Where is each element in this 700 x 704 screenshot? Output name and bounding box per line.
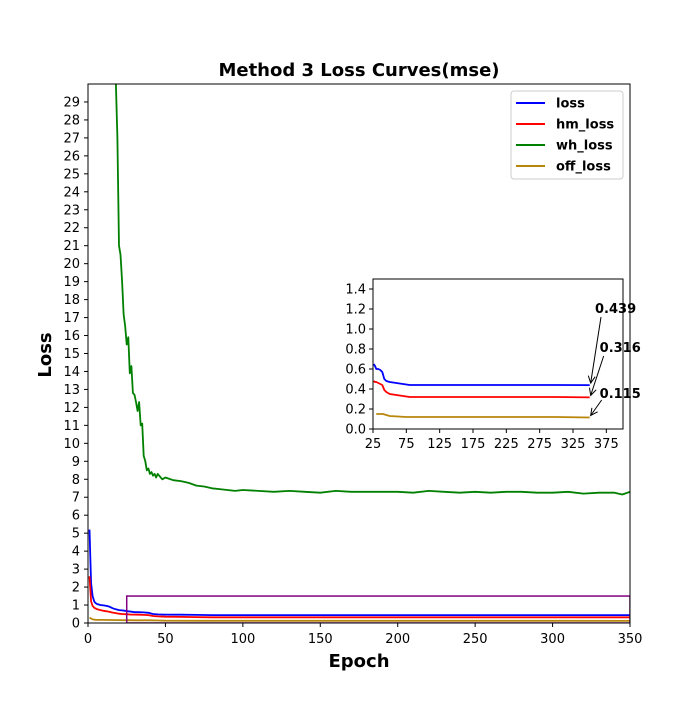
inset-x-tick-label: 375 xyxy=(594,437,619,452)
y-tick-label: 11 xyxy=(63,419,80,434)
y-tick-label: 17 xyxy=(63,311,80,326)
annotation-label: 0.316 xyxy=(600,341,641,356)
annotation-arrowhead xyxy=(590,407,598,417)
legend-label-loss: loss xyxy=(556,97,585,112)
y-tick-label: 4 xyxy=(72,545,80,560)
y-axis-title: Loss xyxy=(35,332,56,377)
inset-y-tick-label: 1.2 xyxy=(345,303,366,318)
x-tick-label: 50 xyxy=(157,632,174,647)
inset-y-tick-label: 0.6 xyxy=(345,363,366,378)
x-tick-label: 250 xyxy=(463,632,488,647)
y-tick-label: 13 xyxy=(63,383,80,398)
annotation-arrow-line xyxy=(590,399,603,416)
y-tick-label: 1 xyxy=(72,599,80,614)
x-axis-title: Epoch xyxy=(328,651,389,672)
inset-x-tick-label: 75 xyxy=(398,437,415,452)
y-tick-label: 6 xyxy=(72,509,80,524)
inset-background xyxy=(373,279,623,429)
inset-axes-frame xyxy=(372,278,624,430)
annotation-arrowhead xyxy=(587,375,596,385)
series-line-loss xyxy=(88,529,630,616)
annotation-label: 0.439 xyxy=(595,302,636,317)
y-tick-label: 23 xyxy=(63,203,80,218)
inset-plot: 25 75 125 175 225 275 325 375 0.0 0.2 0.4 0.6 0.8 1.0… xyxy=(345,278,641,453)
annotation-arrow-line xyxy=(590,355,605,396)
series-line-wh-loss xyxy=(115,84,630,496)
inset-x-tick-label: 125 xyxy=(427,437,452,452)
x-tick-label: 0 xyxy=(84,632,92,647)
chart-title: Method 3 Loss Curves(mse) xyxy=(218,60,499,81)
annotation-arrow-line xyxy=(590,316,602,384)
legend-items: loss hm_loss wh_loss off_loss xyxy=(516,97,614,175)
y-tick-label: 19 xyxy=(63,275,80,290)
x-tick-label: 300 xyxy=(540,632,565,647)
x-tick-label: 100 xyxy=(230,632,255,647)
inset-y-tick-label: 0.8 xyxy=(345,343,366,358)
legend-label-hm-loss: hm_loss xyxy=(556,118,614,133)
x-tick-label: 200 xyxy=(385,632,410,647)
y-tick-label: 25 xyxy=(63,167,80,182)
inset-x-tick-label: 275 xyxy=(527,437,552,452)
inset-y-tick-label: 1.0 xyxy=(345,323,366,338)
y-tick-label: 7 xyxy=(72,491,80,506)
y-tick-label: 15 xyxy=(63,347,80,362)
y-tick-label: 22 xyxy=(63,221,80,236)
y-tick-label: 9 xyxy=(72,455,80,470)
inset-series-line-hm-loss xyxy=(373,380,590,399)
y-tick-label: 10 xyxy=(63,437,80,452)
inset-series-group xyxy=(373,363,590,419)
main-axes: 0 50 100 150 200 250 300 3500123456789101112131… xyxy=(63,95,642,647)
inset-series-line-loss xyxy=(373,363,590,387)
y-tick-label: 21 xyxy=(63,239,80,254)
y-tick-label: 0 xyxy=(72,617,80,632)
x-tick-label: 350 xyxy=(618,632,643,647)
y-tick-label: 16 xyxy=(63,329,80,344)
inset-annotations: 0.439 0.316 0.115 xyxy=(587,302,641,417)
inset-y-tick-label: 0.4 xyxy=(345,383,366,398)
legend: loss hm_loss wh_loss off_loss xyxy=(510,90,624,180)
y-tick-label: 20 xyxy=(63,257,80,272)
inset-x-tick-label: 225 xyxy=(494,437,519,452)
inset-series-line-off-loss xyxy=(376,413,590,419)
annotation-label: 0.115 xyxy=(600,387,641,402)
y-tick-label: 12 xyxy=(63,401,80,416)
x-tick-label: 150 xyxy=(308,632,333,647)
y-tick-label: 8 xyxy=(72,473,80,488)
inset-x-tick-label: 175 xyxy=(461,437,486,452)
annotation-arrowhead xyxy=(589,387,597,397)
legend-label-wh-loss: wh_loss xyxy=(556,139,613,154)
inset-x-tick-label: 325 xyxy=(561,437,586,452)
series-line-hm-loss xyxy=(88,576,630,619)
y-tick-label: 29 xyxy=(63,95,80,110)
inset-y-tick-label: 1.4 xyxy=(345,283,366,298)
inset-y-tick-label: 0.2 xyxy=(345,403,366,418)
y-tick-label: 26 xyxy=(63,149,80,164)
inset-x-tick-label: 25 xyxy=(365,437,382,452)
y-tick-label: 18 xyxy=(63,293,80,308)
inset-y-tick-label: 0.0 xyxy=(345,423,366,438)
y-tick-label: 24 xyxy=(63,185,80,200)
legend-frame xyxy=(510,90,624,180)
y-tick-label: 27 xyxy=(63,131,80,146)
main-series-group xyxy=(88,84,630,623)
y-tick-label: 5 xyxy=(72,527,80,542)
y-tick-label: 28 xyxy=(63,113,80,128)
y-tick-label: 3 xyxy=(72,563,80,578)
y-tick-label: 14 xyxy=(63,365,80,380)
y-tick-label: 2 xyxy=(72,581,80,596)
inset-axes: 25 75 125 175 225 275 325 375 0.0 0.2 0.4 0.6 0.8 1.0… xyxy=(345,283,618,453)
legend-label-off-loss: off_loss xyxy=(556,160,611,175)
series-line-off-loss xyxy=(89,616,630,622)
